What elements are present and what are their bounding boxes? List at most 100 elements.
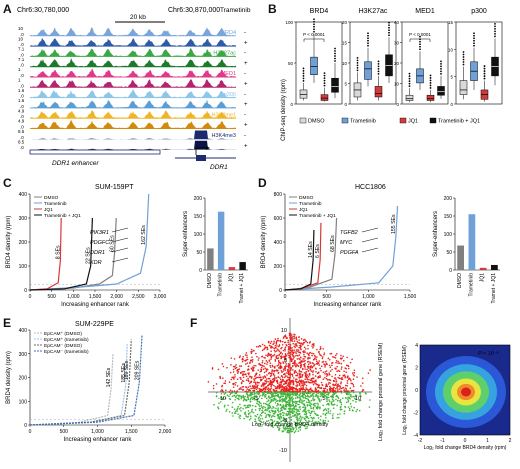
scatter-point — [278, 344, 281, 346]
scatter-point — [301, 387, 303, 390]
track-signal — [30, 109, 236, 119]
inset-y-tick: 4 — [415, 343, 418, 349]
scatter-point — [285, 372, 288, 374]
scatter-point — [290, 353, 292, 355]
scatter-point — [315, 379, 317, 381]
scatter-point — [352, 373, 355, 376]
scatter-point — [319, 406, 321, 409]
scatter-point — [288, 354, 290, 357]
scatter-point — [284, 428, 286, 431]
scatter-point — [262, 387, 265, 390]
scatter-point — [275, 355, 278, 357]
scatter-point — [323, 408, 326, 411]
scatter-point — [284, 353, 287, 356]
scatter-point — [350, 379, 352, 382]
scatter-point — [242, 394, 245, 397]
scatter-point — [311, 345, 313, 347]
scatter-point — [295, 388, 297, 391]
x-tick-label: 1,500 — [125, 429, 138, 435]
scatter-point — [351, 372, 354, 374]
scatter-point — [284, 396, 287, 399]
scatter-point — [290, 369, 292, 371]
scatter-point — [240, 388, 243, 391]
outlier-point — [302, 80, 305, 82]
scatter-point — [247, 395, 250, 397]
y-tick-label: 300 — [19, 216, 28, 222]
scatter-point — [297, 341, 299, 344]
scatter-point — [262, 407, 264, 410]
scatter-point — [255, 383, 257, 386]
track-sign: - — [244, 71, 246, 77]
series-line — [29, 344, 128, 426]
gene-label: PDGFA — [340, 250, 359, 256]
scatter-point — [333, 400, 335, 402]
scatter-point — [325, 384, 328, 387]
scatter-point — [291, 426, 294, 428]
scatter-point — [292, 427, 294, 430]
scatter-point — [325, 412, 328, 415]
scatter-point — [293, 349, 296, 351]
scatter-point — [320, 415, 322, 418]
scatter-point — [298, 339, 300, 341]
scatter-point — [314, 412, 316, 415]
scatter-point — [347, 406, 350, 408]
scatter-point — [285, 363, 287, 365]
bar-y-tick-label: 100 — [194, 232, 203, 238]
scatter-point — [329, 352, 332, 355]
scatter-point — [258, 376, 261, 379]
scatter-point — [327, 357, 330, 360]
scatter-point — [237, 405, 240, 408]
scatter-point — [316, 348, 318, 351]
scatter-point — [297, 396, 299, 399]
scatter-point — [352, 399, 354, 402]
scatter-point — [336, 383, 339, 386]
y-tick-label: 300 — [19, 352, 28, 358]
scatter-point — [300, 348, 302, 351]
scatter-point — [280, 362, 282, 365]
scatter-point — [292, 354, 294, 357]
panel-d: HCC1806 0 500 1,000 1,5000200400600800Incre… — [261, 184, 500, 308]
scatter-point — [303, 346, 306, 349]
scatter-point — [352, 389, 355, 392]
scatter-point — [234, 412, 237, 414]
outlier-point — [462, 53, 465, 56]
inset-y-tick: 0 — [415, 388, 418, 394]
panel-b-ylabel: ChIP-seq density (rpm) — [281, 79, 287, 141]
scatter-point — [295, 352, 297, 355]
scatter-point — [283, 407, 285, 410]
scatter-point — [260, 402, 262, 405]
scatter-point — [341, 378, 344, 381]
scatter-point — [250, 410, 253, 412]
scatter-point — [235, 381, 237, 384]
scatter-point — [319, 347, 322, 350]
scatter-point — [264, 402, 267, 405]
series-line — [284, 205, 399, 291]
track-sign: + — [244, 61, 248, 67]
scatter-point — [304, 362, 306, 365]
scatter-point — [228, 391, 231, 393]
scatter-point — [242, 385, 245, 388]
panel-c: SUM-159PT 0 500 1,000 1,500 2,000 2,500 3,0000… — [6, 184, 248, 308]
scatter-point — [310, 403, 313, 405]
scatter-point — [272, 400, 275, 402]
scatter-point — [284, 397, 286, 400]
scatter-point — [329, 379, 332, 382]
scatter-point — [329, 366, 332, 369]
scatter-point — [327, 394, 330, 396]
scatter-point — [325, 393, 328, 396]
scatter-point — [244, 359, 246, 362]
scatter-point — [335, 361, 337, 364]
scatter-point — [273, 379, 276, 382]
scatter-point — [236, 410, 238, 412]
x-tick-label: 0 — [284, 294, 287, 300]
scatter-point — [324, 416, 327, 419]
scatter-point — [287, 370, 290, 373]
scatter-point — [298, 362, 300, 364]
scatter-point — [260, 390, 263, 392]
scatter-point — [291, 347, 293, 349]
treatment-col-label: Trametinib — [220, 7, 251, 14]
scatter-point — [290, 367, 292, 369]
x-tick-label: 1,000 — [362, 294, 375, 300]
outlier-point — [419, 45, 421, 48]
